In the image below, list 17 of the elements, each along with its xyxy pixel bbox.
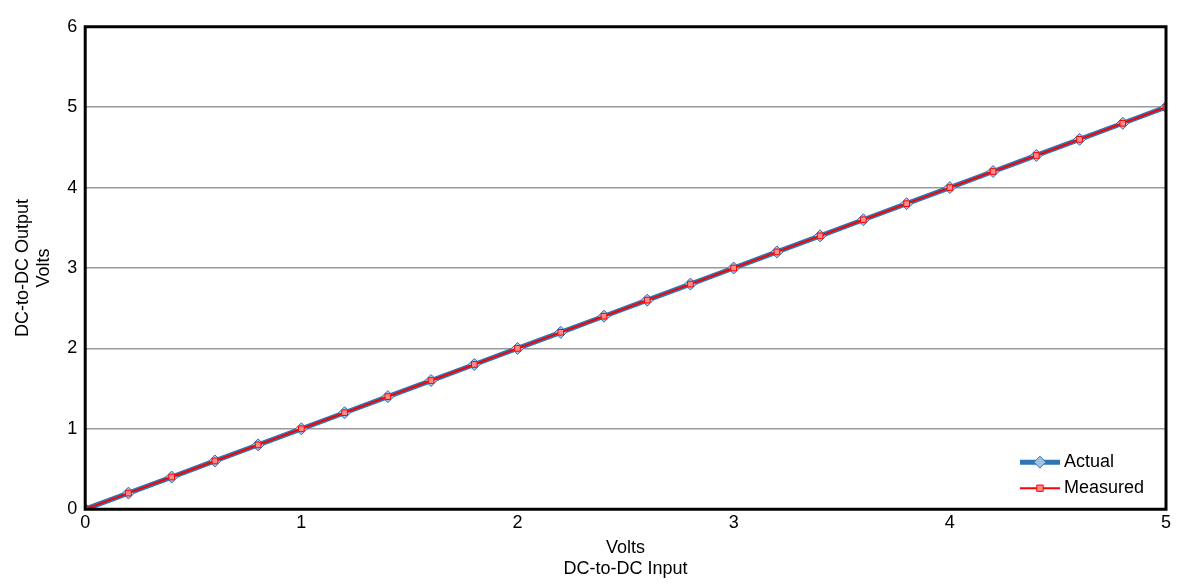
- y-tick-label: 2: [67, 337, 78, 358]
- y-tick-label: 3: [67, 256, 78, 277]
- x-tick-label: 2: [512, 511, 523, 532]
- x-tick-label: 3: [728, 511, 739, 532]
- y-tick-label: 0: [67, 498, 78, 519]
- y-tick-label: 1: [67, 417, 78, 438]
- x-tick-label: 4: [944, 511, 955, 532]
- x-tick-label: 0: [80, 511, 91, 532]
- x-tick-label: 1: [296, 511, 307, 532]
- y-tick-label: 5: [67, 96, 78, 117]
- y-axis-title: DC-to-DC Output Volts: [11, 198, 54, 338]
- legend-label: Actual: [1063, 451, 1114, 472]
- y-tick-label: 4: [67, 176, 78, 197]
- y-tick-label: 6: [67, 15, 78, 36]
- x-axis-title: Volts DC-to-DC Input: [563, 536, 688, 579]
- legend-label: Measured: [1063, 477, 1144, 498]
- x-tick-label: 5: [1160, 511, 1172, 532]
